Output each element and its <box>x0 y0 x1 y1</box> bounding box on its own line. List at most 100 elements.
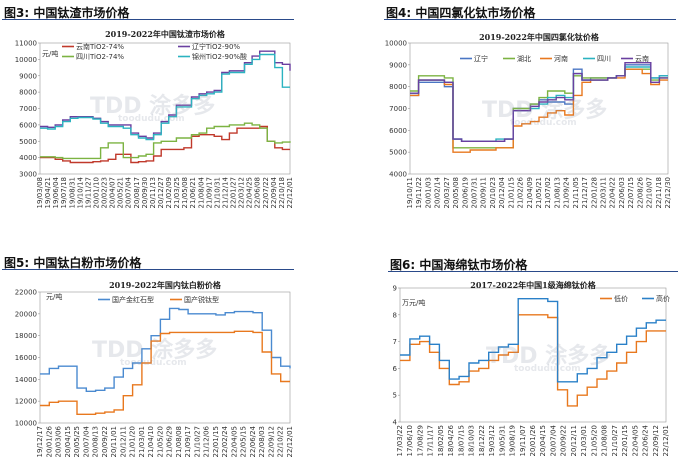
fig3-rule <box>2 19 294 20</box>
chart-title-0: 2019-2022年中国钛渣市场价格 <box>105 29 226 39</box>
x-tick-label-0-30: 22/10/18 <box>278 177 286 208</box>
y-tick-label-3-5: 9 <box>393 285 397 293</box>
x-tick-label-0-0: 19/03/08 <box>36 177 44 208</box>
y-tick-label-0-1: 4000 <box>19 154 37 162</box>
fig5-heading: 图5: 中国钛白粉市场价格 <box>4 254 141 271</box>
x-tick-label-2-20: 22/02/24 <box>221 425 229 457</box>
x-tick-label-0-6: 19/11/27 <box>84 177 92 208</box>
x-tick-label-3-23: 22/04/05 <box>631 425 639 456</box>
x-tick-label-2-0: 19/12/17 <box>36 426 44 457</box>
fig6-rule <box>388 271 678 272</box>
y-tick-label-2-6: 22000 <box>15 289 37 297</box>
series-line-0-0 <box>40 125 290 164</box>
x-tick-label-0-28: 22/07/22 <box>262 177 270 208</box>
x-tick-label-0-21: 21/09/17 <box>205 177 213 208</box>
x-tick-label-1-13: 21/04/09 <box>526 177 534 208</box>
x-tick-label-0-14: 20/11/13 <box>149 177 157 208</box>
x-tick-label-0-12: 20/08/17 <box>133 177 141 208</box>
legend-label-1-2: 河南 <box>554 54 568 63</box>
fig3-title: 中国钛渣市场价格 <box>33 6 130 20</box>
x-tick-label-0-1: 19/04/21 <box>44 177 52 208</box>
x-tick-label-0-9: 20/04/07 <box>109 177 117 208</box>
x-tick-label-1-1: 19/11/22 <box>415 177 423 208</box>
series-line-0-1 <box>40 122 291 160</box>
x-tick-label-3-20: 21/08/08 <box>601 425 609 456</box>
legend-label-1-4: 云南 <box>635 54 649 63</box>
series-line-2-1 <box>40 330 290 415</box>
x-tick-label-0-18: 21/05/08 <box>181 177 189 208</box>
legend-label-1-0: 辽宁 <box>474 54 488 63</box>
x-tick-label-3-12: 19/11/07 <box>519 425 527 456</box>
x-tick-label-3-26: 22/12/01 <box>662 425 670 456</box>
x-tick-label-2-6: 20/08/13 <box>92 426 100 457</box>
y-tick-label-2-5: 20000 <box>15 310 37 318</box>
x-tick-label-3-3: 17/11/17 <box>427 425 435 456</box>
x-tick-label-3-13: 20/01/26 <box>529 424 537 456</box>
x-tick-label-2-2: 20/03/06 <box>55 425 63 457</box>
x-tick-label-2-17: 21/10/27 <box>193 426 201 457</box>
x-tick-label-0-19: 21/06/21 <box>189 177 197 208</box>
x-tick-label-2-14: 21/06/29 <box>166 426 174 457</box>
x-tick-label-0-15: 20/12/27 <box>157 177 165 208</box>
x-tick-label-3-0: 17/03/22 <box>396 425 404 456</box>
x-tick-label-3-14: 20/04/15 <box>539 425 547 456</box>
unit-label-3: 万元/吨 <box>402 298 425 307</box>
x-tick-label-3-22: 22/01/15 <box>621 425 629 456</box>
x-tick-label-2-1: 20/01/26 <box>45 425 53 457</box>
x-tick-label-1-3: 20/02/14 <box>434 176 442 208</box>
x-tick-label-0-23: 21/12/14 <box>221 176 229 208</box>
x-tick-label-3-4: 18/02/05 <box>437 425 445 456</box>
y-tick-label-2-4: 18000 <box>15 332 37 340</box>
series-line-3-0 <box>400 314 666 407</box>
x-tick-label-1-4: 20/03/27 <box>443 177 451 208</box>
chart-title-3: 2017-2022年中国1级海绵钛价格 <box>470 280 596 290</box>
y-tick-label-0-7: 10000 <box>15 56 37 64</box>
x-tick-label-3-24: 22/06/24 <box>642 424 650 456</box>
x-tick-label-2-19: 22/01/15 <box>212 426 220 457</box>
x-tick-label-1-11: 21/01/15 <box>507 177 515 208</box>
series-line-0-3 <box>40 53 290 141</box>
legend-label-3-1: 高价 <box>656 294 670 303</box>
x-tick-label-1-23: 22/06/03 <box>618 177 626 208</box>
x-tick-label-0-17: 21/03/25 <box>173 177 181 208</box>
x-tick-label-1-7: 20/07/31 <box>471 177 479 208</box>
x-tick-label-0-16: 21/02/09 <box>165 177 173 208</box>
y-tick-label-2-0: 10000 <box>15 420 37 428</box>
x-tick-label-0-20: 21/08/04 <box>197 176 205 208</box>
x-tick-label-1-16: 21/08/13 <box>553 177 561 208</box>
unit-label-0: 元/吨 <box>42 49 58 58</box>
y-tick-label-0-6: 9000 <box>19 72 37 80</box>
x-tick-label-3-11: 19/08/19 <box>509 425 517 456</box>
y-tick-label-0-8: 11000 <box>15 40 37 48</box>
y-tick-label-0-2: 5000 <box>19 138 37 146</box>
legend-label-2-1: 国产锐钛型 <box>184 295 219 304</box>
x-tick-label-2-21: 22/04/05 <box>230 426 238 457</box>
fig4-label: 图4: <box>386 6 412 20</box>
x-tick-label-2-27: 22/12/01 <box>286 426 294 457</box>
y-tick-label-1-1: 5000 <box>389 149 407 157</box>
x-tick-label-2-18: 21/12/06 <box>203 425 211 457</box>
y-tick-label-3-2: 6 <box>393 365 398 373</box>
x-tick-label-3-1: 17/06/10 <box>406 425 414 456</box>
x-tick-label-1-27: 22/11/18 <box>655 177 663 208</box>
legend-label-0-3: 锦州TiO2-90%酸 <box>192 52 247 61</box>
legend-label-3-0: 低价 <box>614 294 628 303</box>
x-tick-label-0-11: 20/07/04 <box>125 176 133 208</box>
x-tick-label-3-6: 18/07/15 <box>457 425 465 456</box>
x-tick-label-2-11: 21/03/01 <box>138 426 146 457</box>
fig6-title: 中国海绵钛市场价格 <box>419 258 528 272</box>
y-tick-label-0-3: 6000 <box>19 121 37 129</box>
y-tick-label-2-2: 14000 <box>15 376 37 384</box>
x-tick-label-1-14: 21/05/21 <box>535 177 543 208</box>
y-tick-label-1-3: 7000 <box>389 105 407 113</box>
x-tick-label-2-22: 22/05/15 <box>240 426 248 457</box>
legend-label-1-3: 四川 <box>597 55 611 63</box>
y-tick-label-3-0: 4 <box>393 419 398 427</box>
y-tick-label-2-1: 12000 <box>15 398 37 406</box>
x-tick-label-2-24: 22/08/03 <box>258 426 266 457</box>
fig3-label: 图3: <box>4 6 30 20</box>
x-tick-label-0-27: 22/06/08 <box>254 177 262 208</box>
x-tick-label-0-25: 22/03/12 <box>238 177 246 208</box>
x-tick-label-1-10: 20/12/04 <box>498 176 506 208</box>
